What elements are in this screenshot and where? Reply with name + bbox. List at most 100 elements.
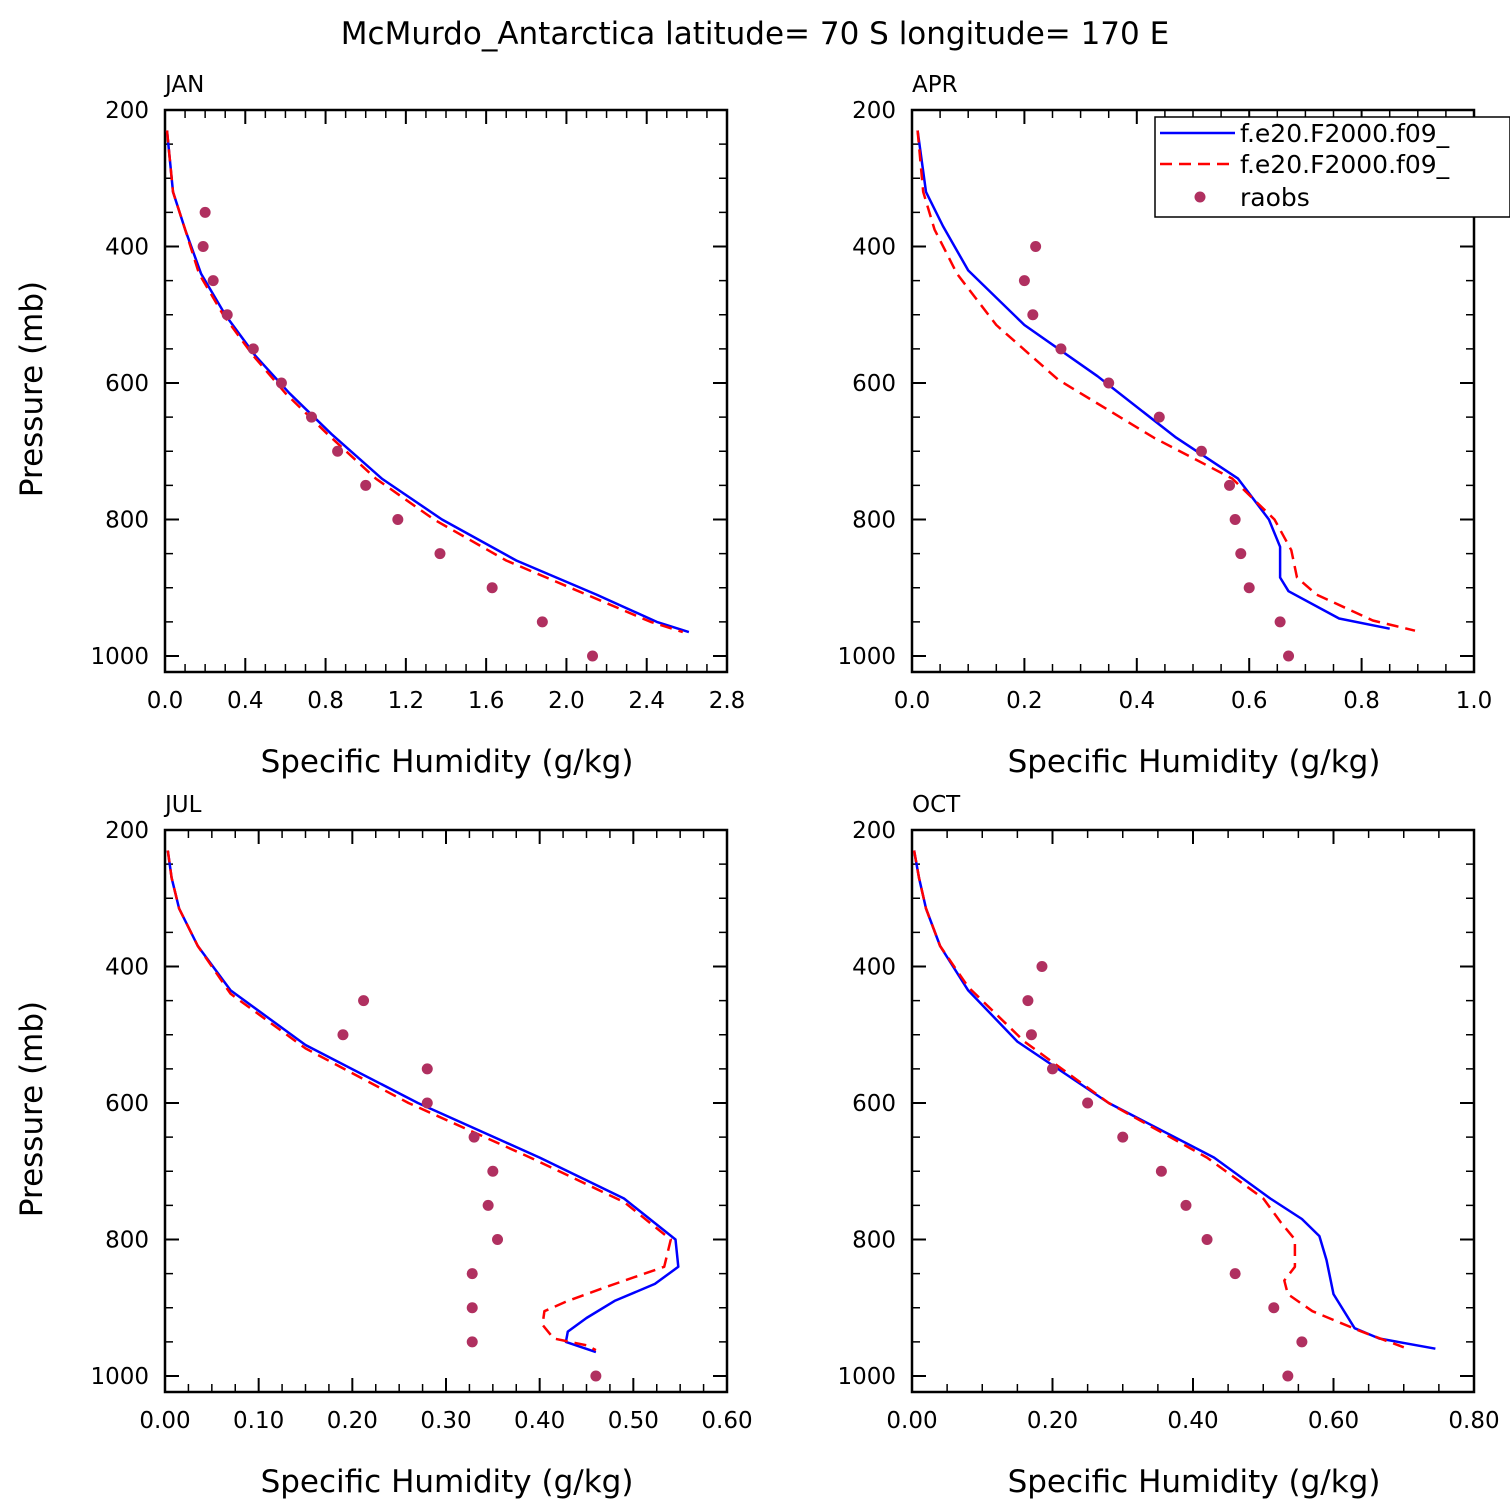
y-axis-label: Pressure (mb) [14,281,50,497]
x-tick-label: 0.8 [307,688,344,714]
raobs-point [1047,1063,1058,1075]
x-tick-label: 0.20 [1027,1408,1078,1434]
raobs-point [421,1097,433,1109]
raobs-point [487,1165,499,1177]
x-tick-label: 1.2 [388,688,425,714]
raobs-point [1155,1165,1167,1177]
raobs-point [468,1131,480,1143]
y-tick-label: 600 [105,371,149,397]
raobs-point [492,1234,504,1245]
x-axis-label: Specific Humidity (g/kg) [261,1464,634,1500]
y-tick-label: 200 [852,98,896,124]
legend-label-model2: f.e20.F2000.f09_ [1240,150,1450,179]
legend-marker-raobs [1194,191,1206,203]
raobs-point [482,1199,494,1211]
raobs-point [1201,1234,1213,1245]
plot-frame [910,828,1476,1394]
x-tick-label: 0.80 [1448,1408,1499,1434]
series-line-model1 [916,130,1390,630]
x-tick-label: 0.00 [886,1408,937,1434]
raobs-point [1055,343,1067,355]
x-tick-label: 0.60 [1308,1408,1359,1434]
raobs-point [199,206,211,218]
x-tick-label: 1.0 [1456,688,1493,714]
x-tick-label: 0.20 [327,1408,378,1434]
raobs-point [1103,377,1115,389]
raobs-point [590,1370,602,1382]
x-tick-label: 0.0 [894,688,931,714]
plot-frame [163,108,729,674]
x-axis-label: Specific Humidity (g/kg) [1008,744,1381,780]
y-tick-label: 1000 [90,644,149,670]
x-tick-label: 0.30 [420,1408,471,1434]
raobs-point [536,616,548,628]
x-tick-label: 0.40 [514,1408,565,1434]
raobs-point [221,309,233,321]
legend-label-raobs: raobs [1240,183,1310,212]
y-tick-label: 400 [852,955,896,981]
x-tick-label: 0.60 [701,1408,752,1434]
raobs-point [358,995,370,1007]
x-tick-label: 0.0 [147,688,184,714]
panel-title: JAN [163,72,204,98]
raobs-point [466,1336,478,1348]
x-axis-label: Specific Humidity (g/kg) [1008,1464,1381,1500]
raobs-point [197,241,209,252]
series-line-model2 [166,850,673,1352]
y-tick-label: 800 [105,508,149,534]
x-tick-label: 0.6 [1231,688,1268,714]
x-tick-label: 0.4 [227,688,264,714]
raobs-point [360,479,372,491]
raobs-point [275,377,287,389]
series-line-model1 [165,130,690,634]
panel-jan: JAN 0.0 0.4 0.8 1.2 1.6 2.0 2.4 2.8 200 400 600 800 1… [14,72,745,780]
raobs-point [486,582,498,594]
y-tick-label: 200 [105,818,149,844]
raobs-point [1268,1302,1280,1314]
x-tick-label: 0.40 [1167,1408,1218,1434]
raobs-point [1153,411,1165,423]
raobs-point [434,548,446,560]
raobs-point [1283,650,1295,662]
y-tick-label: 400 [852,235,896,261]
raobs-point [1282,1370,1294,1382]
y-tick-label: 600 [852,1091,896,1117]
x-tick-label: 0.50 [608,1408,659,1434]
panel-apr: APR 0.0 0.2 0.4 0.6 0.8 1.0 200 400 600 800 1000 Spe… [837,72,1492,780]
y-tick-label: 600 [105,1091,149,1117]
raobs-point [1022,995,1034,1007]
raobs-point [1229,514,1241,525]
panel-title: JUL [163,792,202,818]
raobs-point [1117,1131,1129,1143]
series-line-model1 [912,850,1436,1350]
panel-title: APR [912,72,958,98]
y-tick-label: 400 [105,955,149,981]
y-tick-label: 200 [852,818,896,844]
x-tick-label: 2.8 [709,688,746,714]
x-tick-label: 2.0 [548,688,585,714]
raobs-point [247,343,259,355]
raobs-point [1235,548,1247,560]
legend: f.e20.F2000.f09_ f.e20.F2000.f09_ raobs [1154,116,1510,218]
x-tick-label: 0.10 [233,1408,284,1434]
plot-frame [163,828,729,1394]
x-tick-label: 0.4 [1119,688,1156,714]
y-tick-label: 1000 [837,644,896,670]
raobs-point [207,275,219,287]
x-tick-label: 0.00 [139,1408,190,1434]
raobs-point [1082,1097,1094,1109]
series-line-model2 [165,130,684,634]
y-axis-label: Pressure (mb) [14,1001,50,1217]
x-tick-label: 0.8 [1343,688,1380,714]
raobs-point [421,1063,433,1075]
raobs-point [1180,1199,1192,1211]
x-tick-label: 1.6 [468,688,505,714]
raobs-point [1036,961,1048,972]
y-tick-label: 1000 [837,1364,896,1390]
raobs-point [1195,445,1207,457]
y-tick-label: 1000 [90,1364,149,1390]
raobs-point [1030,241,1042,252]
raobs-point [1224,479,1236,491]
raobs-point [1274,616,1286,628]
